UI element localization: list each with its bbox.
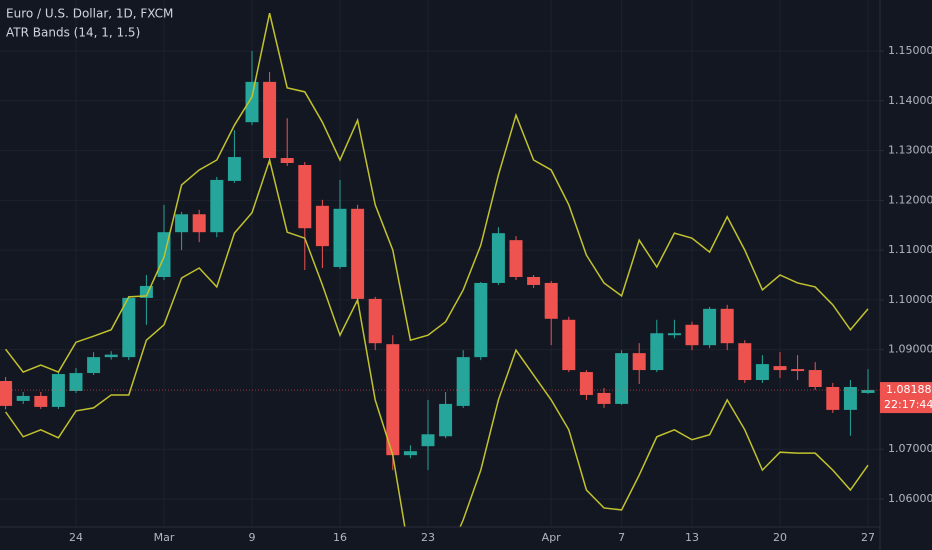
x-tick-label: 13	[685, 531, 699, 544]
candle-body	[16, 395, 30, 401]
indicator-label: ATR Bands (14, 1, 1.5)	[6, 26, 140, 40]
candle-body	[738, 343, 752, 381]
x-tick-label: 7	[618, 531, 625, 544]
x-tick-label: 16	[333, 531, 347, 544]
candle-body	[421, 434, 435, 447]
candle-body	[104, 354, 118, 358]
candle-body	[87, 357, 101, 374]
candle-body	[456, 357, 470, 406]
candle-body	[333, 208, 347, 268]
candle-body	[703, 308, 717, 346]
candle-body	[826, 386, 840, 410]
x-tick-label: 23	[421, 531, 435, 544]
candle-body	[227, 157, 241, 181]
candle-body	[861, 390, 875, 393]
candle-body	[298, 164, 312, 229]
candle-body	[755, 364, 769, 381]
candle-body	[562, 319, 576, 371]
candle-body	[439, 403, 453, 437]
candle-body	[527, 276, 541, 285]
axes: 1.06000 1.07000 1.09000 1.10000 1.11000 1.120…	[69, 44, 932, 544]
candle-body	[175, 214, 189, 233]
candle-body	[0, 381, 13, 406]
y-tick-label: 1.10000	[888, 293, 932, 306]
candle-body	[544, 282, 558, 319]
candle-body	[615, 353, 629, 404]
candle-body	[368, 298, 382, 344]
candle-body	[579, 372, 593, 395]
plot-area	[0, 13, 880, 527]
candle-body	[210, 179, 224, 233]
x-tick-label: Mar	[154, 531, 175, 544]
x-tick-label: 24	[69, 531, 83, 544]
candle-body	[491, 233, 505, 283]
y-tick-label: 1.15000	[888, 44, 932, 57]
candle-body	[720, 308, 734, 344]
candle-body	[843, 386, 857, 410]
y-tick-label: 1.14000	[888, 94, 932, 107]
candle-body	[685, 324, 699, 346]
x-tick-label: 9	[249, 531, 256, 544]
candle-body	[403, 451, 417, 456]
candle-body	[474, 282, 488, 358]
last-price-box	[880, 382, 932, 414]
y-tick-label: 1.09000	[888, 343, 932, 356]
candle-body	[122, 297, 136, 358]
upper-band	[5, 13, 869, 373]
chart-title: Euro / U.S. Dollar, 1D, FXCM	[6, 7, 173, 21]
candle-body	[315, 205, 329, 247]
candle-body	[386, 344, 400, 456]
x-tick-label: 27	[861, 531, 875, 544]
candle-body	[791, 369, 805, 372]
candle-body	[263, 81, 277, 159]
candle-body	[139, 285, 153, 298]
last-price-label: 1.08188	[886, 383, 932, 396]
candle-body	[632, 353, 646, 371]
y-tick-label: 1.12000	[888, 193, 932, 206]
candle-body	[808, 370, 822, 387]
lower-band	[4, 157, 869, 527]
y-tick-label: 1.11000	[888, 243, 932, 256]
candle-body	[667, 333, 681, 336]
countdown-label: 22:17:44	[884, 398, 932, 411]
candle-body	[69, 373, 83, 391]
candle-body	[773, 366, 787, 371]
candle-body	[192, 214, 206, 233]
y-tick-label: 1.07000	[888, 442, 932, 455]
x-tick-label: Apr	[542, 531, 562, 544]
candle-body	[650, 333, 664, 371]
candle-body	[597, 392, 611, 404]
candle-body	[351, 208, 365, 299]
y-tick-label: 1.06000	[888, 492, 932, 505]
candle-body	[280, 158, 294, 164]
y-tick-label: 1.13000	[888, 144, 932, 157]
candle-body	[245, 81, 259, 123]
candle-body	[509, 240, 523, 277]
x-tick-label: 20	[773, 531, 787, 544]
candle-body	[34, 395, 48, 407]
candle-body	[51, 374, 65, 407]
